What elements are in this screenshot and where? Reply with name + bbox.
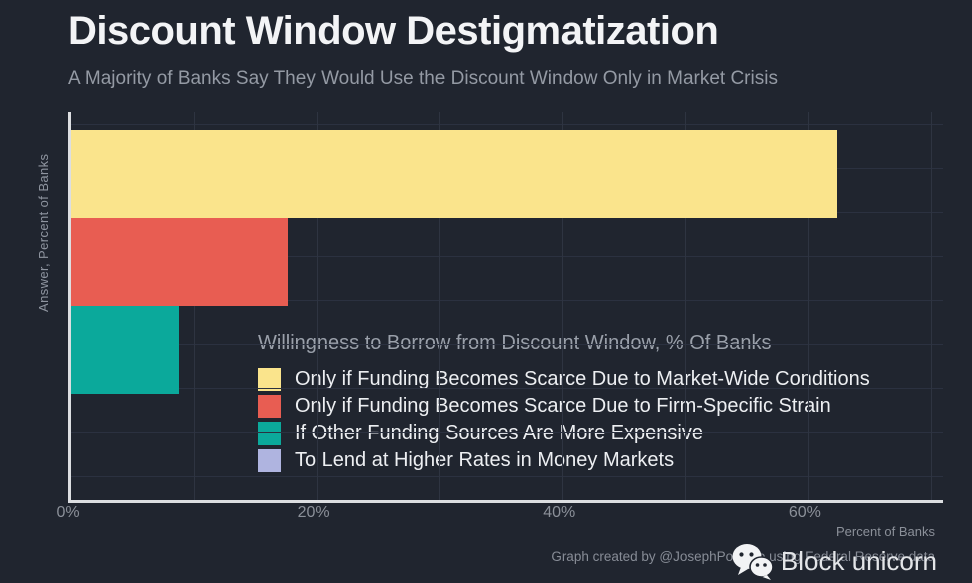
legend-swatch xyxy=(258,395,281,418)
gridline-v xyxy=(439,112,441,500)
legend-item: Only if Funding Becomes Scarce Due to Fi… xyxy=(258,393,870,420)
legend-item: If Other Funding Sources Are More Expens… xyxy=(258,420,870,447)
gridline-h xyxy=(71,256,943,257)
legend-items: Only if Funding Becomes Scarce Due to Ma… xyxy=(258,366,870,474)
x-tick-label: 60% xyxy=(788,504,821,521)
wechat-icon xyxy=(731,543,774,580)
gridline-v xyxy=(930,112,932,500)
y-axis-label: Answer, Percent of Banks xyxy=(36,153,51,312)
legend-swatch xyxy=(258,422,281,445)
x-tick-label: 40% xyxy=(543,504,576,521)
gridline-h xyxy=(71,300,943,301)
bar-1 xyxy=(71,130,837,218)
legend-swatch xyxy=(258,368,281,391)
plot-area: Willingness to Borrow from Discount Wind… xyxy=(68,112,943,503)
gridline-h xyxy=(71,476,943,477)
gridline-v xyxy=(562,112,564,500)
gridline-h xyxy=(71,432,943,433)
chart-title: Discount Window Destigmatization xyxy=(68,9,719,53)
legend-item-label: To Lend at Higher Rates in Money Markets xyxy=(295,449,675,471)
gridline-v xyxy=(807,112,809,500)
legend-item: Only if Funding Becomes Scarce Due to Ma… xyxy=(258,366,870,393)
gridline-v xyxy=(193,112,195,500)
gridline-h xyxy=(71,344,943,345)
x-tick-label: 20% xyxy=(297,504,330,521)
chart-subtitle: A Majority of Banks Say They Would Use t… xyxy=(68,68,778,89)
gridline-h xyxy=(71,124,943,125)
x-tick-label: 0% xyxy=(56,504,80,521)
legend-item-label: If Other Funding Sources Are More Expens… xyxy=(295,422,703,444)
x-axis-label: Percent of Banks xyxy=(836,524,935,539)
legend-item: To Lend at Higher Rates in Money Markets xyxy=(258,447,870,474)
brand-name: Block unicorn xyxy=(780,546,937,576)
legend-item-label: Only if Funding Becomes Scarce Due to Ma… xyxy=(295,368,870,390)
gridline-h xyxy=(71,388,943,389)
legend-title: Willingness to Borrow from Discount Wind… xyxy=(258,332,772,354)
bar-3 xyxy=(71,306,179,394)
gridline-v xyxy=(316,112,318,500)
brand-logo: Block unicorn xyxy=(731,543,937,580)
bar-2 xyxy=(71,218,288,306)
legend: Willingness to Borrow from Discount Wind… xyxy=(258,332,870,474)
legend-swatch xyxy=(258,449,281,472)
gridline-v xyxy=(685,112,687,500)
